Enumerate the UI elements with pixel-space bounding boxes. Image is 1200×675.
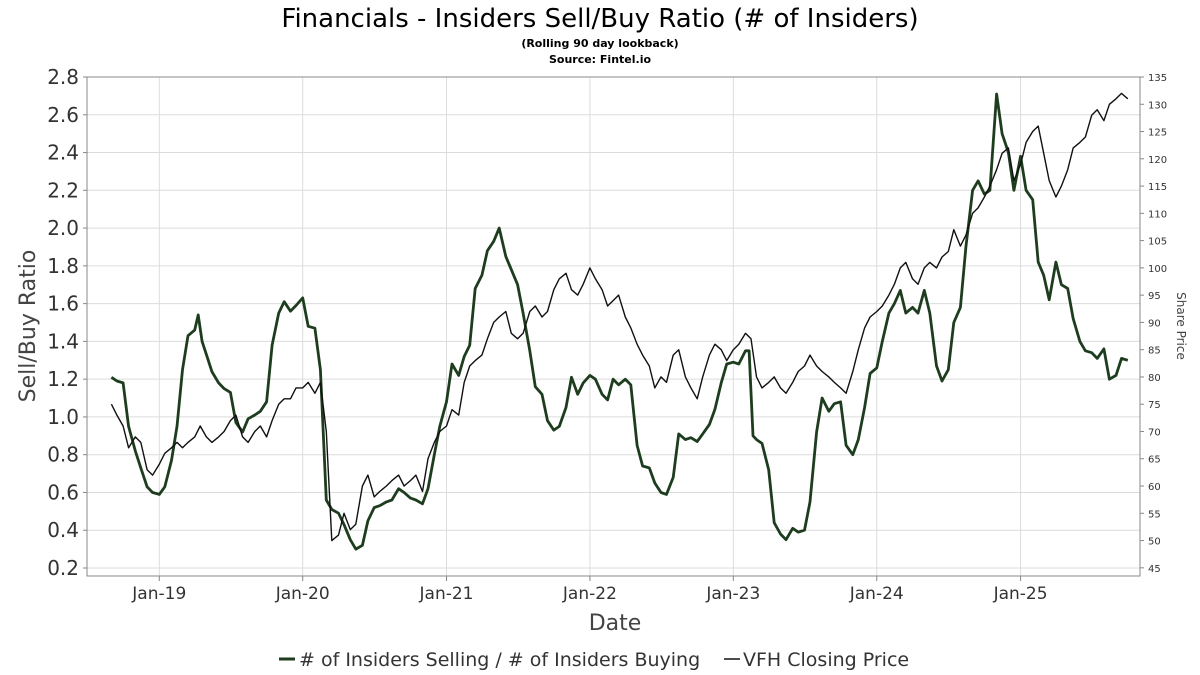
y-right-tick-label: 85 [1148, 346, 1161, 357]
y-right-tick-label: 105 [1148, 237, 1167, 248]
y-right-tick-label: 135 [1148, 73, 1167, 84]
y-tick-label: 1.2 [47, 367, 79, 391]
y-tick-label: 2.2 [47, 178, 79, 202]
y-tick-label: 0.8 [47, 443, 79, 467]
y-axis-left-ticks: 0.2 0.4 0.6 0.8 1.0 1.2 1.4 1.6 1.8 2.0 2.2 2.4 2.6 2… [47, 65, 87, 580]
chart-title: Financials - Insiders Sell/Buy Ratio (# … [281, 4, 918, 34]
y-tick-label: 0.6 [47, 480, 79, 504]
x-tick-label: Jan-22 [562, 584, 617, 604]
x-tick-label: Jan-25 [993, 584, 1048, 604]
y-tick-label: 1.6 [47, 292, 79, 316]
y-tick-label: 1.8 [47, 254, 79, 278]
chart-subtitle-source: Source: Fintel.io [549, 53, 651, 66]
y-axis-right-ticks: 45 50 55 60 65 70 75 80 85 90 95 100 105 110 115 120 125… [1140, 73, 1167, 575]
series-line-vfh-price [110, 92, 1129, 542]
y-right-tick-label: 50 [1148, 537, 1161, 548]
y-tick-label: 1.4 [47, 329, 79, 353]
legend: # of Insiders Selling / # of Insiders Bu… [279, 649, 909, 671]
y-tick-label: 1.0 [47, 405, 79, 429]
plot-frame [86, 76, 1141, 577]
legend-label-price: VFH Closing Price [743, 649, 909, 671]
series-line-sell-buy-ratio [110, 92, 1129, 551]
y-right-tick-label: 110 [1148, 209, 1167, 220]
y-tick-label: 2.6 [47, 103, 79, 127]
x-tick-label: Jan-21 [419, 584, 474, 604]
y-tick-label: 2.0 [47, 216, 79, 240]
x-axis-label: Date [589, 611, 642, 636]
y-right-tick-label: 60 [1148, 482, 1161, 493]
y-tick-label: 0.2 [47, 556, 79, 580]
x-tick-label: Jan-19 [131, 584, 186, 604]
y-right-tick-label: 100 [1148, 264, 1167, 275]
chart-subtitle-lookback: (Rolling 90 day lookback) [521, 37, 678, 50]
x-tick-label: Jan-20 [275, 584, 330, 604]
series-lines [110, 92, 1129, 551]
y-axis-right-label: Share Price [1174, 292, 1188, 360]
y-right-tick-label: 45 [1148, 564, 1161, 575]
y-right-tick-label: 120 [1148, 155, 1167, 166]
y-right-tick-label: 65 [1148, 455, 1161, 466]
x-axis-ticks: Jan-19 Jan-20 Jan-21 Jan-22 Jan-23 Jan-24 Jan-… [131, 576, 1048, 604]
y-right-tick-label: 90 [1148, 318, 1161, 329]
y-right-tick-label: 75 [1148, 400, 1161, 411]
y-tick-label: 0.4 [47, 518, 79, 542]
y-right-tick-label: 115 [1148, 182, 1167, 193]
y-right-tick-label: 130 [1148, 100, 1167, 111]
y-tick-label: 2.4 [47, 141, 79, 165]
grid-lines [87, 76, 1140, 576]
legend-label-ratio: # of Insiders Selling / # of Insiders Bu… [299, 649, 700, 671]
y-right-tick-label: 125 [1148, 128, 1167, 139]
y-right-tick-label: 55 [1148, 509, 1161, 520]
x-tick-label: Jan-24 [849, 584, 904, 604]
y-right-tick-label: 95 [1148, 291, 1161, 302]
y-tick-label: 2.8 [47, 65, 79, 89]
y-right-tick-label: 70 [1148, 427, 1161, 438]
y-axis-label: Sell/Buy Ratio [16, 250, 41, 403]
x-tick-label: Jan-23 [705, 584, 760, 604]
y-right-tick-label: 80 [1148, 373, 1161, 384]
